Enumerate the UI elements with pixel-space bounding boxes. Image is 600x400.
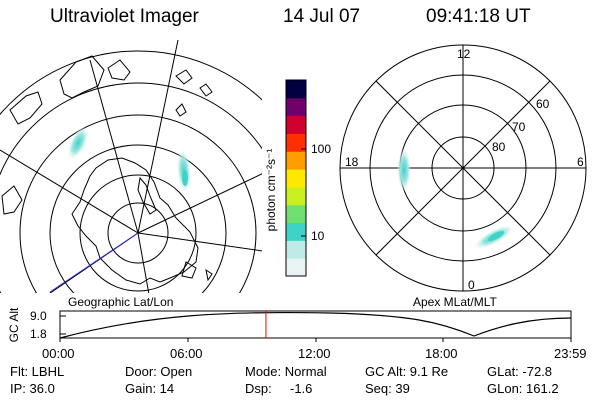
colorbar-cell [286, 169, 306, 188]
colorbar-cell [286, 258, 306, 277]
timeline-xtick-3: 18:00 [425, 346, 458, 361]
timeline-xtick-2: 12:00 [298, 346, 331, 361]
timeline-xtick-4: 23:59 [554, 346, 587, 361]
colorbar-cell [286, 151, 306, 170]
colorbar-cell [286, 115, 306, 134]
aurora-patch [397, 148, 411, 192]
left-panel-caption: Geographic Lat/Lon [68, 295, 174, 309]
mlt-label-12: 12 [457, 47, 471, 61]
colorbar-cell [286, 80, 306, 99]
colorbar-unit-label: photon cm⁻²s⁻¹ [264, 148, 278, 232]
right-panel-caption: Apex MLat/MLT [413, 295, 497, 309]
timeline-ytick-bottom: 1.8 [30, 327, 47, 341]
lat-label-80: 80 [492, 140, 506, 154]
mlt-label-0: 0 [468, 278, 475, 292]
observation-date: 14 Jul 07 [283, 6, 361, 27]
glat-info: GLat: -72.8 [487, 364, 553, 379]
glon-info: GLon: 161.2 [487, 381, 559, 396]
timeline-xtick-1: 06:00 [170, 346, 203, 361]
filter-info: Flt: LBHL [10, 364, 65, 379]
timeline-ytick-top: 9.0 [30, 309, 47, 323]
colorbar-cell [286, 204, 306, 224]
orbit-track [49, 232, 139, 293]
colorbar-tick-100: 100 [311, 142, 332, 156]
observation-time: 09:41:18 UT [426, 6, 531, 27]
timeline-ylabel: GC Alt [7, 307, 21, 343]
colorbar-cell [286, 133, 306, 152]
gain-info: Gain: 14 [125, 381, 175, 396]
lat-label-70: 70 [512, 120, 526, 134]
colorbar-cell [286, 97, 306, 117]
colorbar-cell [286, 240, 306, 259]
dsp-label: Dsp: [245, 381, 272, 396]
timeline-frame [59, 310, 572, 339]
colorbar [286, 80, 306, 277]
gc-alt-info: GC Alt: 9.1 Re [365, 364, 449, 379]
instrument-title: Ultraviolet Imager [50, 6, 199, 27]
colorbar-frame [285, 79, 307, 277]
seq-info: Seq: 39 [365, 381, 410, 396]
mlt-label-6: 6 [577, 155, 584, 169]
timeline-xtick-0: 00:00 [42, 346, 75, 361]
magnetic-grid [339, 44, 587, 292]
colorbar-cell [286, 186, 306, 206]
colorbar-cell [286, 222, 306, 241]
door-info: Door: Open [125, 364, 193, 379]
aurora-patch [67, 126, 89, 160]
aurora-core [182, 170, 188, 186]
mode-info: Mode: Normal [245, 364, 327, 379]
altitude-curve [59, 311, 572, 339]
mlt-label-18: 18 [345, 155, 359, 169]
aurora-core [487, 231, 505, 241]
geographic-map [0, 39, 262, 293]
dsp-value: -1.6 [290, 381, 313, 396]
ip-info: IP: 36.0 [10, 381, 55, 396]
colorbar-tick-10: 10 [311, 229, 325, 243]
lat-label-60: 60 [536, 97, 550, 111]
